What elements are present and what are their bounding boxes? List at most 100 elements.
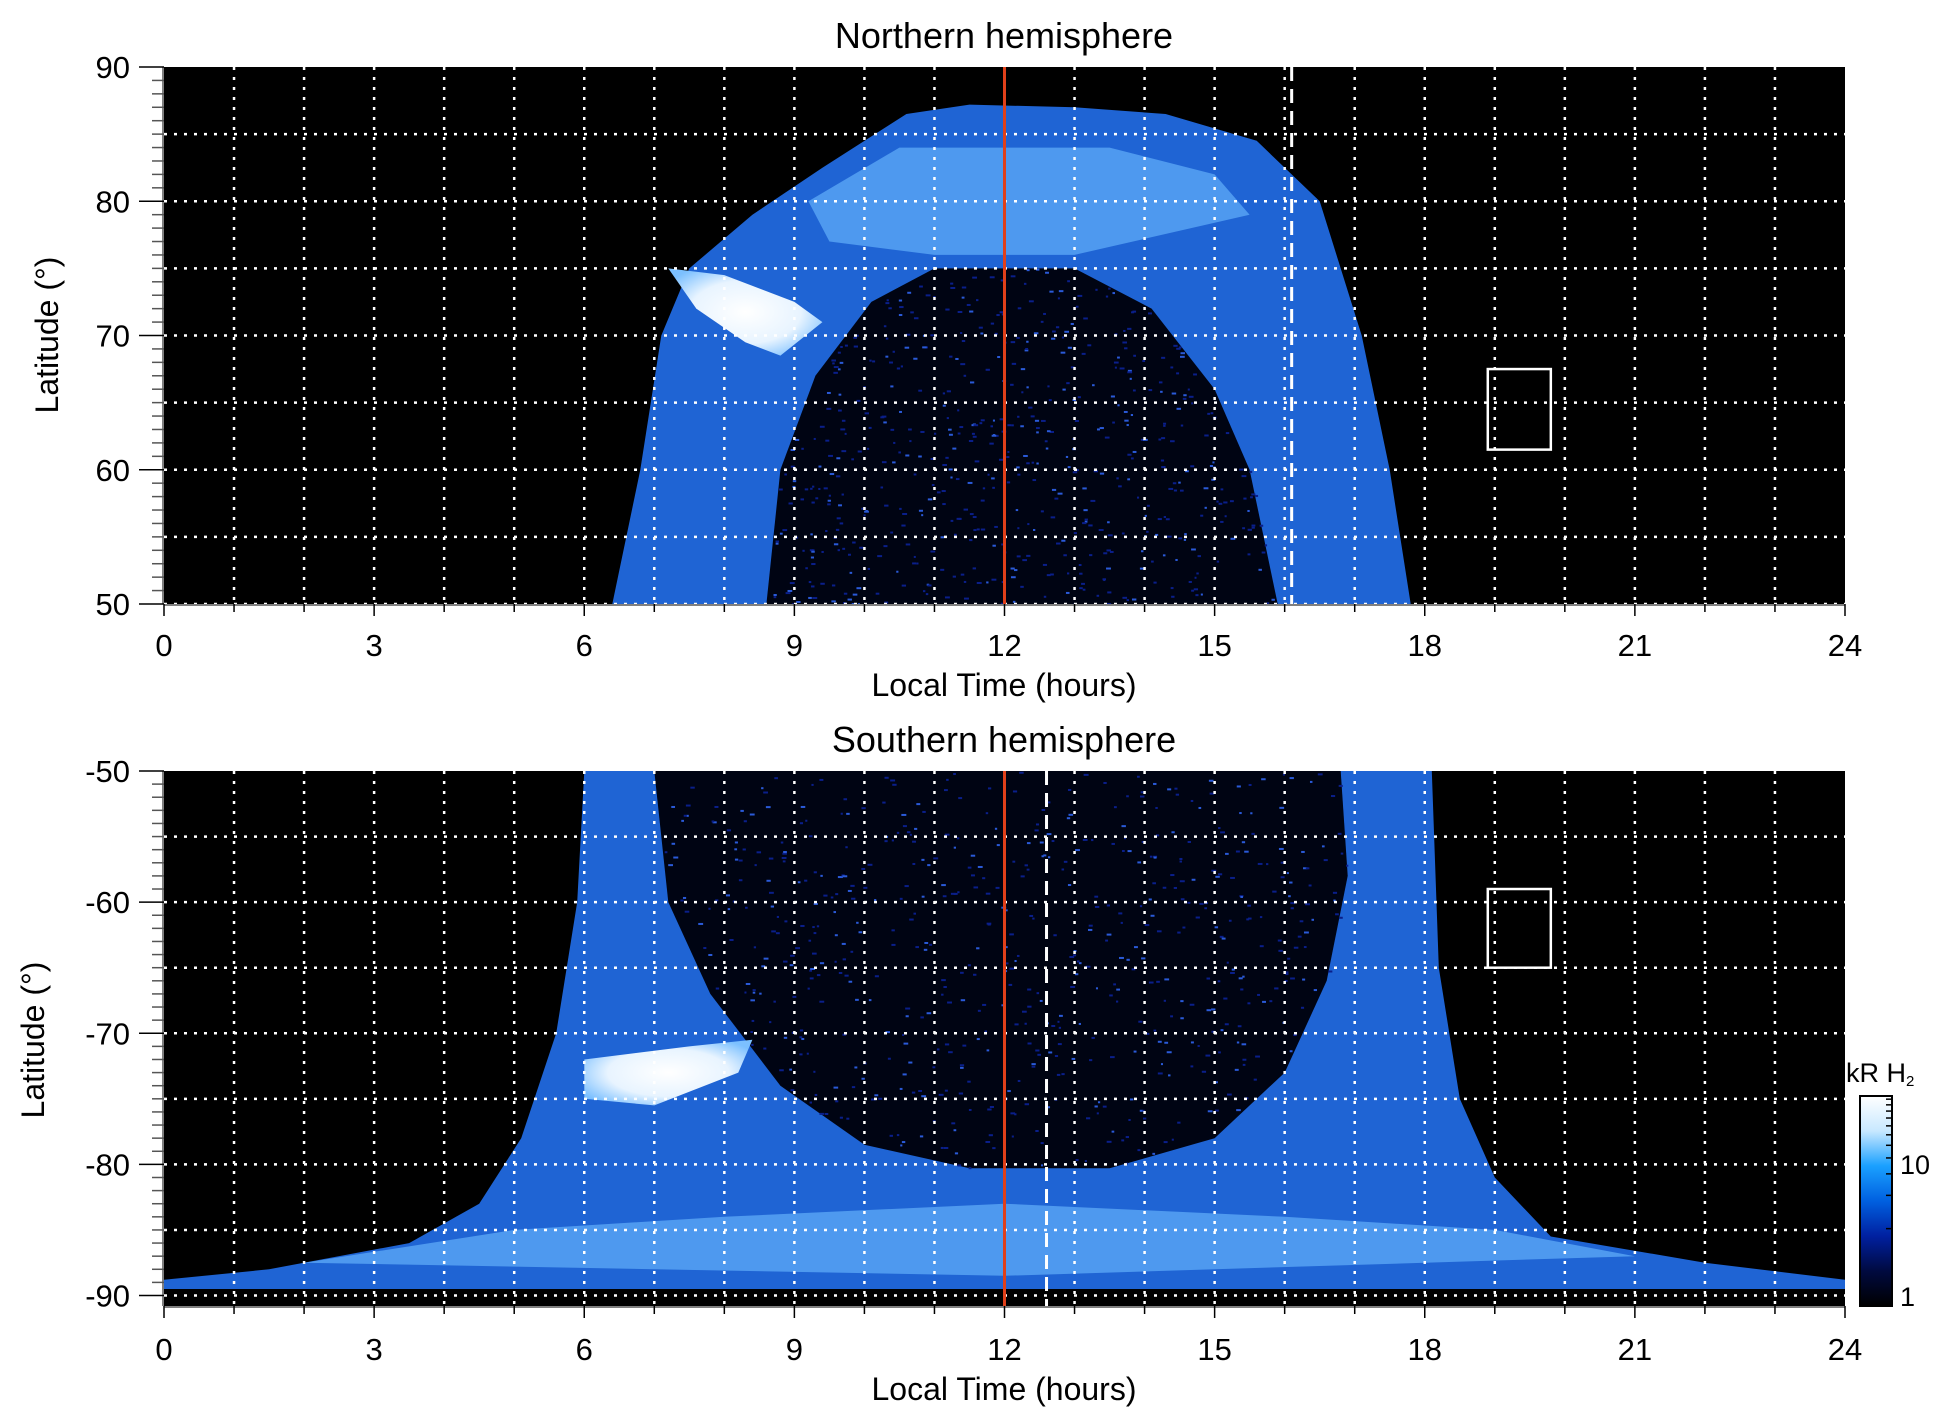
emission-speckle (957, 409, 960, 412)
emission-speckle (950, 286, 956, 289)
emission-speckle (1058, 1026, 1062, 1029)
x-tick-label: 15 (1197, 1332, 1231, 1367)
emission-speckle (1176, 372, 1180, 375)
emission-speckle (1089, 1059, 1093, 1062)
emission-speckle (833, 371, 838, 374)
emission-speckle (905, 333, 911, 336)
emission-speckle (1323, 859, 1328, 862)
emission-speckle (1127, 371, 1133, 374)
emission-speckle (1132, 389, 1136, 392)
emission-speckle (988, 1134, 993, 1137)
emission-speckle (842, 958, 846, 961)
emission-speckle (969, 310, 974, 313)
emission-speckle (982, 877, 986, 880)
emission-speckle (982, 1003, 987, 1006)
emission-speckle (1096, 1112, 1099, 1115)
emission-speckle (1132, 450, 1137, 453)
emission-speckle (840, 812, 843, 815)
emission-speckle (823, 894, 828, 897)
emission-speckle (834, 934, 838, 937)
emission-speckle (1330, 795, 1336, 798)
emission-speckle (946, 417, 949, 420)
emission-speckle (673, 856, 679, 859)
emission-speckle (967, 964, 971, 967)
emission-speckle (1139, 905, 1143, 908)
emission-speckle (1104, 436, 1110, 439)
emission-speckle (1014, 1113, 1017, 1116)
emission-speckle (834, 960, 837, 963)
y-tick-label: 90 (96, 50, 130, 85)
emission-speckle (800, 924, 805, 927)
emission-speckle (1124, 347, 1128, 350)
emission-speckle (1248, 783, 1252, 786)
emission-speckle (1261, 551, 1266, 554)
emission-speckle (1290, 907, 1294, 910)
emission-speckle (870, 1098, 876, 1101)
emission-speckle (1198, 806, 1202, 809)
emission-speckle (1055, 326, 1060, 329)
emission-speckle (911, 1091, 916, 1094)
emission-speckle (794, 438, 800, 441)
emission-speckle (1020, 368, 1026, 371)
emission-speckle (875, 592, 880, 595)
emission-speckle (1133, 1050, 1137, 1053)
emission-speckle (1251, 493, 1256, 496)
emission-speckle (1146, 530, 1149, 533)
emission-speckle (791, 1031, 794, 1034)
emission-speckle (1148, 981, 1154, 984)
emission-speckle (1254, 494, 1259, 497)
emission-speckle (901, 813, 907, 816)
emission-speckle (1225, 852, 1229, 855)
emission-speckle (1067, 346, 1072, 349)
emission-speckle (1061, 868, 1065, 871)
emission-speckle (1057, 297, 1060, 300)
emission-speckle (998, 458, 1004, 461)
emission-speckle (1204, 434, 1209, 437)
emission-speckle (783, 960, 788, 963)
north-title: Northern hemisphere (835, 15, 1173, 56)
emission-speckle (1190, 465, 1195, 468)
emission-speckle (952, 447, 957, 450)
emission-speckle (944, 833, 950, 836)
emission-speckle (1242, 527, 1246, 530)
emission-speckle (1175, 793, 1180, 796)
emission-speckle (874, 1094, 879, 1097)
emission-speckle (831, 359, 836, 362)
emission-speckle (715, 899, 719, 902)
emission-speckle (828, 494, 831, 497)
emission-speckle (1151, 560, 1154, 563)
emission-speckle (1218, 1051, 1221, 1054)
emission-speckle (1111, 842, 1115, 845)
emission-speckle (1240, 988, 1244, 991)
emission-speckle (1126, 424, 1129, 427)
emission-speckle (787, 589, 793, 592)
emission-speckle (752, 989, 756, 992)
emission-speckle (1170, 874, 1175, 877)
emission-speckle (751, 1019, 755, 1022)
emission-speckle (1124, 419, 1129, 422)
emission-speckle (952, 575, 956, 578)
emission-speckle (1114, 366, 1117, 369)
emission-speckle (961, 340, 966, 343)
emission-speckle (1189, 1003, 1195, 1006)
emission-speckle (961, 296, 965, 299)
y-tick-label: -60 (85, 885, 130, 920)
emission-speckle (902, 825, 907, 828)
emission-speckle (1208, 779, 1214, 782)
emission-speckle (1099, 472, 1105, 475)
emission-speckle (896, 831, 900, 834)
emission-speckle (833, 911, 837, 914)
emission-speckle (1266, 602, 1270, 604)
emission-speckle (805, 567, 808, 570)
emission-speckle (1230, 537, 1236, 540)
emission-speckle (1124, 837, 1127, 840)
emission-speckle (1305, 903, 1310, 906)
emission-speckle (1160, 459, 1165, 462)
x-tick-label: 24 (1828, 1332, 1862, 1367)
emission-speckle (1095, 987, 1099, 990)
emission-speckle (1008, 983, 1013, 986)
emission-speckle (1180, 898, 1185, 901)
emission-speckle (792, 995, 797, 998)
emission-speckle (1127, 453, 1132, 456)
emission-speckle (1284, 979, 1288, 982)
